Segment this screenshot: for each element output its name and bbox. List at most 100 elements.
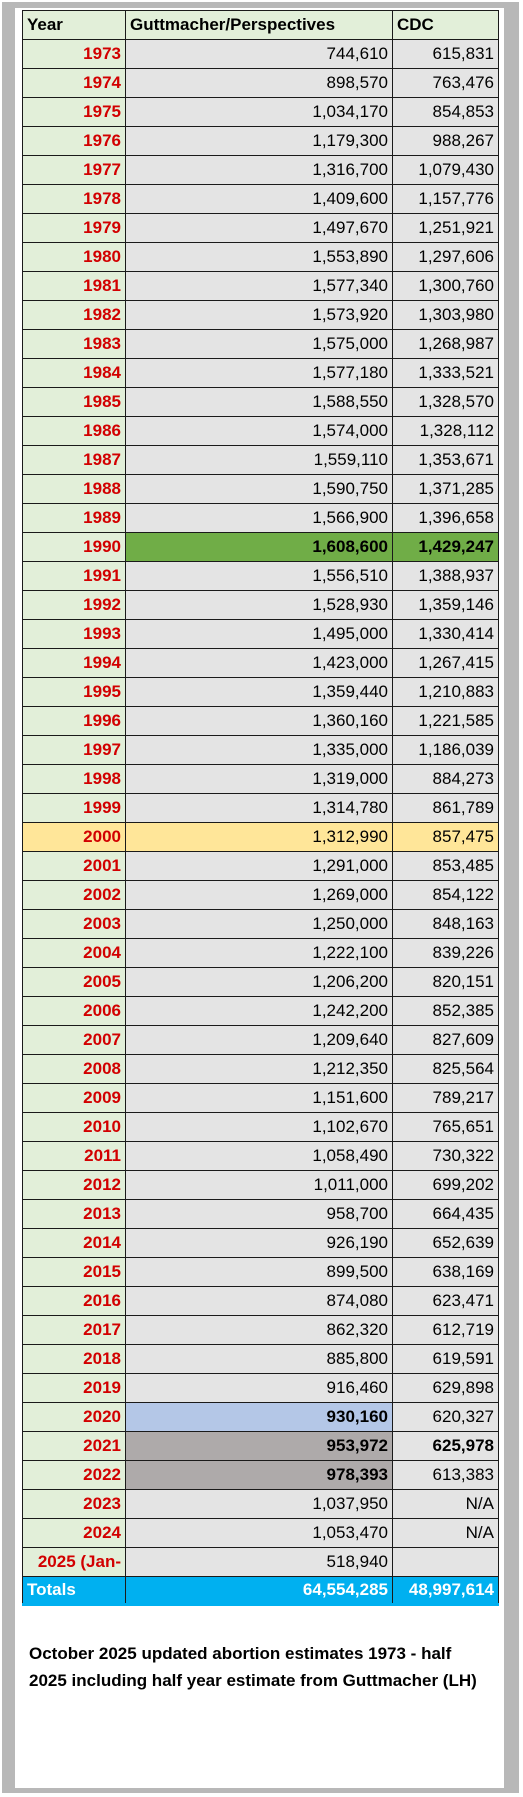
cdc-cell: 763,476 [392,68,499,98]
guttmacher-cell: 885,800 [125,1344,393,1374]
year-cell: 2018 [22,1344,126,1374]
table-row: 1989 1,566,900 1,396,658 [22,503,499,533]
guttmacher-cell: 1,102,670 [125,1112,393,1142]
table-row: 2008 1,212,350 825,564 [22,1054,499,1084]
cdc-cell [392,1547,499,1577]
guttmacher-cell: 1,573,920 [125,300,393,330]
cdc-cell: 1,210,883 [392,677,499,707]
year-cell: 1977 [22,155,126,185]
cdc-cell: 884,273 [392,764,499,794]
year-cell: 2025 (Jan- [22,1547,126,1577]
table-row: 2010 1,102,670 765,651 [22,1112,499,1142]
guttmacher-cell: 1,359,440 [125,677,393,707]
table-row: 1994 1,423,000 1,267,415 [22,648,499,678]
cdc-cell: 1,388,937 [392,561,499,591]
table-row: 1979 1,497,670 1,251,921 [22,213,499,243]
cdc-cell: 1,359,146 [392,590,499,620]
cdc-cell: 1,300,760 [392,271,499,301]
table-row: 1986 1,574,000 1,328,112 [22,416,499,446]
guttmacher-cell: 1,209,640 [125,1025,393,1055]
year-cell: 1974 [22,68,126,98]
cdc-cell: 789,217 [392,1083,499,1113]
guttmacher-cell: 1,314,780 [125,793,393,823]
cdc-cell: 699,202 [392,1170,499,1200]
year-cell: 2001 [22,851,126,881]
guttmacher-cell: 874,080 [125,1286,393,1316]
year-cell: 1978 [22,184,126,214]
year-cell: 2009 [22,1083,126,1113]
year-cell: 2020 [22,1402,126,1432]
table-row: 1988 1,590,750 1,371,285 [22,474,499,504]
cdc-cell: 861,789 [392,793,499,823]
guttmacher-cell: 1,423,000 [125,648,393,678]
cdc-cell: 1,221,585 [392,706,499,736]
table-row: 2009 1,151,600 789,217 [22,1083,499,1113]
guttmacher-cell: 898,570 [125,68,393,98]
year-cell: 2000 [22,822,126,852]
guttmacher-cell: 1,151,600 [125,1083,393,1113]
totals-cdc: 48,997,614 [392,1576,499,1606]
table-row: 1991 1,556,510 1,388,937 [22,561,499,591]
guttmacher-cell: 958,700 [125,1199,393,1229]
guttmacher-cell: 1,495,000 [125,619,393,649]
cdc-cell: 615,831 [392,39,499,69]
year-cell: 2024 [22,1518,126,1548]
table-row: 2000 1,312,990 857,475 [22,822,499,852]
guttmacher-cell: 1,559,110 [125,445,393,475]
table-row: 2014 926,190 652,639 [22,1228,499,1258]
table-row: 2001 1,291,000 853,485 [22,851,499,881]
year-cell: 2022 [22,1460,126,1490]
year-cell: 2004 [22,938,126,968]
year-cell: 1981 [22,271,126,301]
cdc-cell: 612,719 [392,1315,499,1345]
cdc-cell: 854,853 [392,97,499,127]
cdc-cell: 1,079,430 [392,155,499,185]
year-cell: 2017 [22,1315,126,1345]
table-row: 1976 1,179,300 988,267 [22,126,499,156]
cdc-cell: 1,297,606 [392,242,499,272]
guttmacher-cell: 930,160 [125,1402,393,1432]
table-row: 1997 1,335,000 1,186,039 [22,735,499,765]
year-cell: 2011 [22,1141,126,1171]
guttmacher-cell: 1,575,000 [125,329,393,359]
table-row: 2024 1,053,470 N/A [22,1518,499,1548]
table-row: 1996 1,360,160 1,221,585 [22,706,499,736]
totals-label: Totals [22,1576,126,1606]
cdc-cell: 1,333,521 [392,358,499,388]
cdc-cell: 827,609 [392,1025,499,1055]
guttmacher-cell: 953,972 [125,1431,393,1461]
year-cell: 1998 [22,764,126,794]
table-row: 1993 1,495,000 1,330,414 [22,619,499,649]
year-cell: 1976 [22,126,126,156]
header-year: Year [22,10,126,40]
year-cell: 1982 [22,300,126,330]
guttmacher-cell: 1,316,700 [125,155,393,185]
table-row: 2016 874,080 623,471 [22,1286,499,1316]
year-cell: 1986 [22,416,126,446]
table-row: 1990 1,608,600 1,429,247 [22,532,499,562]
guttmacher-cell: 1,206,200 [125,967,393,997]
year-cell: 2016 [22,1286,126,1316]
guttmacher-cell: 1,291,000 [125,851,393,881]
guttmacher-cell: 1,588,550 [125,387,393,417]
table-row: 2019 916,460 629,898 [22,1373,499,1403]
year-cell: 2010 [22,1112,126,1142]
table-row: 2011 1,058,490 730,322 [22,1141,499,1171]
guttmacher-cell: 1,608,600 [125,532,393,562]
year-cell: 1984 [22,358,126,388]
cdc-cell: 1,251,921 [392,213,499,243]
cdc-cell: 623,471 [392,1286,499,1316]
cdc-cell: 619,591 [392,1344,499,1374]
guttmacher-cell: 916,460 [125,1373,393,1403]
year-cell: 1996 [22,706,126,736]
cdc-cell: 1,267,415 [392,648,499,678]
table-row: 2013 958,700 664,435 [22,1199,499,1229]
cdc-cell: 857,475 [392,822,499,852]
guttmacher-cell: 978,393 [125,1460,393,1490]
year-cell: 2002 [22,880,126,910]
table-row: 2022 978,393 613,383 [22,1460,499,1490]
cdc-cell: 839,226 [392,938,499,968]
guttmacher-cell: 1,269,000 [125,880,393,910]
guttmacher-cell: 1,222,100 [125,938,393,968]
